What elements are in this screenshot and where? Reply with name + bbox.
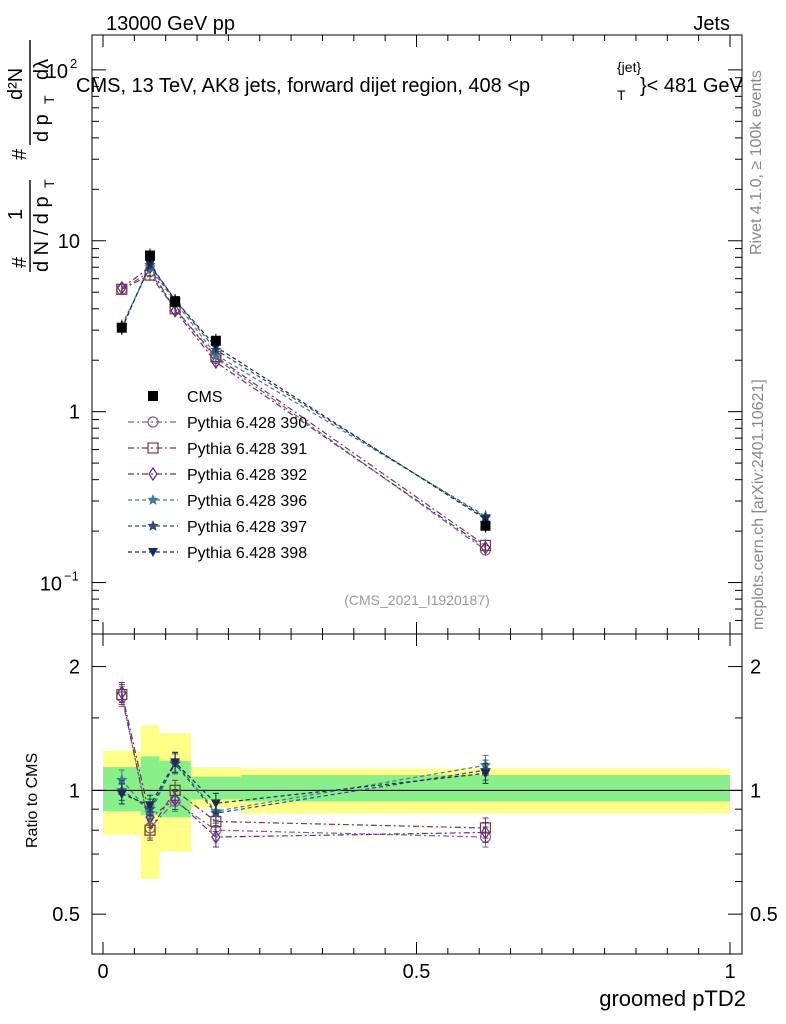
- cms-data-point: [170, 296, 181, 307]
- ylabel-den1-sub: T: [41, 179, 57, 188]
- series-390-line: [121, 270, 486, 551]
- x-tick-label: 1: [724, 961, 735, 983]
- ylabel-den2-sub: T: [41, 95, 57, 104]
- legend-marker: [147, 494, 159, 505]
- series-392-point: [480, 540, 491, 555]
- legend-label: Pythia 6.428 390: [187, 415, 307, 432]
- green-band-3: [190, 776, 241, 800]
- ylabel-num1: 1: [5, 209, 27, 220]
- series-397-line: [121, 263, 486, 519]
- legend-label: Pythia 6.428 396: [187, 493, 307, 510]
- ylabel-den2-tail: dλ: [31, 59, 53, 80]
- ratio-y-tick-label-right: 2: [750, 657, 761, 679]
- x-axis-label: groomed pTD2: [599, 986, 746, 1011]
- ylabel-hash2: #: [9, 148, 31, 160]
- series-398-ratio-point: [480, 769, 491, 779]
- main-y-tick-label: 10: [40, 574, 62, 596]
- mcplots-label: mcplots.cern.ch [arXiv:2401.10621]: [750, 379, 767, 630]
- main-series-group: [116, 248, 492, 557]
- series-396-ratio-point: [116, 773, 128, 785]
- main-ylabel: # 1 d N / d p T # d²N d p T dλ: [5, 40, 57, 272]
- main-y-tick-exponent: −1: [64, 569, 79, 584]
- legend-marker: [148, 548, 158, 557]
- series-392-point: [170, 303, 180, 318]
- legend-cms-label: CMS: [187, 389, 223, 406]
- series-398-ratio-point: [145, 801, 156, 811]
- header-right: Jets: [693, 13, 730, 35]
- main-y-tick-label: 10: [58, 231, 80, 253]
- legend: CMS Pythia 6.428 390 Pythia 6.428 391 Pythi…: [128, 389, 307, 562]
- series-392-point: [211, 355, 221, 370]
- ratio-y-tick-label-right: 0.5: [750, 904, 778, 926]
- rivet-label: Rivet 4.1.0, ≥ 100k events: [748, 70, 765, 255]
- title-sub: T: [617, 87, 626, 103]
- x-tick-label: 0.5: [403, 961, 431, 983]
- title-main: CMS, 13 TeV, AK8 jets, forward dijet reg…: [76, 75, 530, 97]
- main-y-tick-label: 10: [46, 61, 68, 83]
- ylabel-hash: #: [9, 256, 31, 268]
- series-392-point: [117, 280, 127, 295]
- ratio-y-tick-label: 2: [69, 657, 80, 679]
- x-tick-label: 0: [97, 961, 108, 983]
- ratio-ylabel: Ratio to CMS: [24, 753, 41, 848]
- analysis-tag: (CMS_2021_I1920187): [344, 592, 490, 608]
- cms-data-point: [480, 520, 491, 531]
- series-398-ratio-point: [210, 799, 221, 809]
- legend-label: Pythia 6.428 397: [187, 519, 307, 536]
- header-left: 13000 GeV pp: [106, 13, 235, 35]
- legend-cms-marker: [148, 391, 158, 401]
- series-398-ratio-point: [116, 789, 127, 799]
- ratio-uncertainty-bands: [103, 725, 730, 879]
- ratio-y-tick-label: 0.5: [52, 904, 80, 926]
- ylabel-den2: d p: [31, 114, 53, 142]
- series-398-ratio-point: [170, 758, 181, 768]
- main-y-tick-label: 1: [69, 402, 80, 424]
- legend-label: Pythia 6.428 391: [187, 441, 307, 458]
- ylabel-den1: d N / d p: [31, 196, 53, 272]
- chart-title: CMS, 13 TeV, AK8 jets, forward dijet reg…: [76, 75, 530, 97]
- series-392-ratio-point: [117, 685, 127, 700]
- cms-data-point: [116, 322, 127, 333]
- series-392-ratio-point: [480, 825, 491, 840]
- cms-data-point: [145, 250, 156, 261]
- legend-marker: [148, 466, 158, 482]
- legend-marker: [147, 520, 159, 531]
- title-sup: {jet}: [617, 59, 641, 75]
- legend-marker: [147, 416, 159, 428]
- title-tail: }< 481 GeV: [640, 75, 744, 97]
- legend-label: Pythia 6.428 398: [187, 545, 307, 562]
- ylabel-num2: d²N: [5, 68, 27, 100]
- legend-label: Pythia 6.428 392: [187, 467, 307, 484]
- series-398-point: [145, 260, 156, 270]
- cms-data-point: [210, 335, 221, 346]
- ratio-y-tick-label: 1: [69, 780, 80, 802]
- ratio-y-tick-label-right: 1: [750, 780, 761, 802]
- series-392-ratio-point: [170, 792, 180, 807]
- series-392-ratio-point: [211, 829, 221, 845]
- ratio-series-group: [116, 681, 492, 848]
- main-y-tick-exponent: 2: [70, 56, 77, 71]
- legend-marker: [147, 442, 159, 454]
